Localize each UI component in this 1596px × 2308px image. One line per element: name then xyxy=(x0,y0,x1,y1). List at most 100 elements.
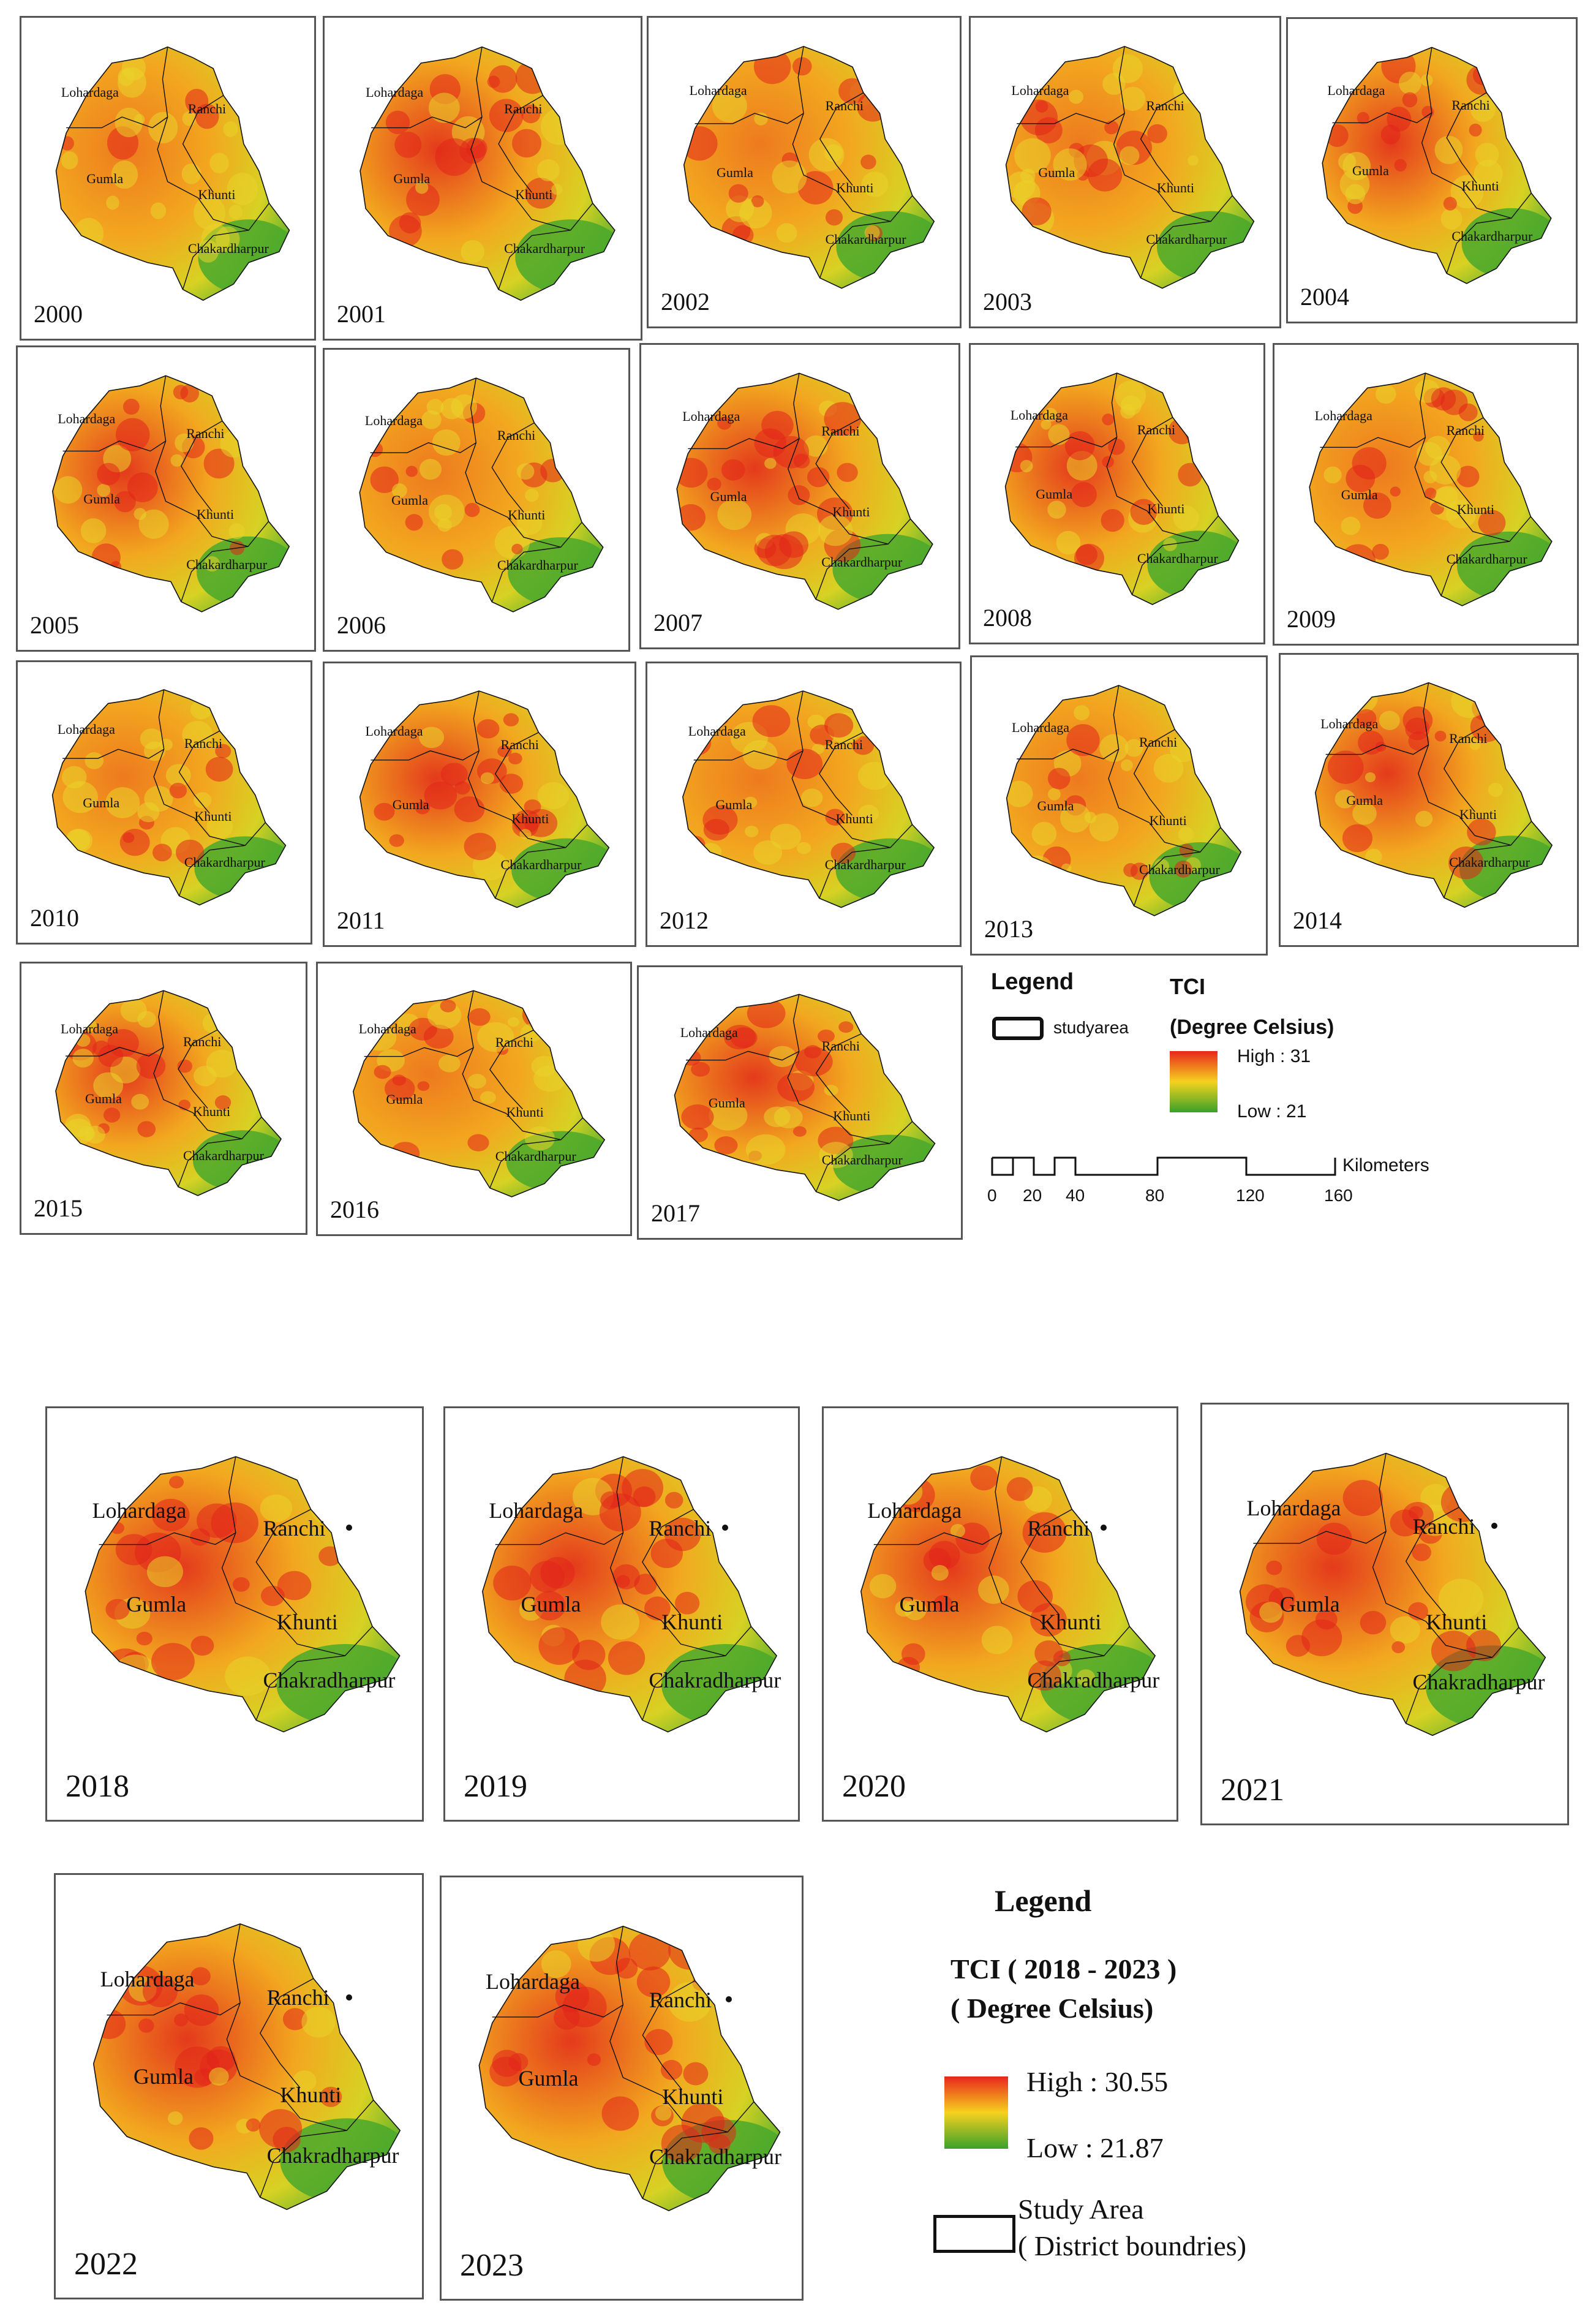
tci-bottom-high: High : 30.55 xyxy=(1026,2066,1169,2097)
district-label: Lohardaga xyxy=(1011,720,1070,735)
district-label: Chakradharpur xyxy=(649,2144,781,2170)
district-label: Lohardaga xyxy=(61,1021,119,1037)
panel-year-label: 2023 xyxy=(460,2248,524,2283)
district-label: Chakardharpur xyxy=(500,856,582,872)
district-label: Khunti xyxy=(833,1108,871,1124)
district-label: Khunti xyxy=(661,1609,723,1634)
map-panel-2021: Lohardaga Ranchi Gumla Khunti Chakradharpur 2… xyxy=(1200,1403,1569,1825)
district-label: Gumla xyxy=(1346,793,1383,808)
district-label: Gumla xyxy=(521,1592,581,1616)
district-label: Lohardaga xyxy=(689,82,747,98)
district-label: Gumla xyxy=(708,1095,745,1111)
district-label: Ranchi xyxy=(1139,734,1178,750)
tci-map xyxy=(466,1914,793,2217)
district-label: Khunti xyxy=(511,810,549,826)
map-dot-marker xyxy=(726,1996,732,2002)
district-label: Khunti xyxy=(1457,502,1495,518)
tci-map xyxy=(848,1445,1168,1738)
district-label: Lohardaga xyxy=(1246,1496,1341,1521)
scale-tick-160: 160 xyxy=(1324,1186,1353,1205)
tci-map xyxy=(663,986,946,1205)
district-label: Khunti xyxy=(836,180,874,196)
map-panel-2005: Lohardaga Ranchi Gumla Khunti Chakardharpur 2… xyxy=(16,345,316,652)
scale-tick-80: 80 xyxy=(1145,1186,1165,1205)
district-label: Ranchi xyxy=(825,97,864,113)
district-label: Gumla xyxy=(1038,165,1075,180)
district-label: Ranchi xyxy=(1027,1515,1090,1541)
map-panel-2015: Lohardaga Ranchi Gumla Khunti Chakardharpur 2… xyxy=(20,962,307,1235)
map-panel-2007: Lohardaga Ranchi Gumla Khunti Chakardharpur 2… xyxy=(639,343,960,649)
panel-year-label: 2001 xyxy=(337,300,386,328)
tci-map xyxy=(996,676,1251,921)
district-label: Ranchi xyxy=(1446,422,1485,438)
district-label: Khunti xyxy=(1426,1610,1488,1635)
district-label: Chakardharpur xyxy=(186,556,268,572)
map-panel-2002: Lohardaga Ranchi Gumla Khunti Chakardharpur 2… xyxy=(647,16,962,328)
map-panel-2009: Lohardaga Ranchi Gumla Khunti Chakardharpur 2… xyxy=(1273,343,1579,646)
district-label: Lohardaga xyxy=(489,1498,584,1523)
district-label: Lohardaga xyxy=(867,1498,962,1523)
panel-year-label: 2016 xyxy=(330,1196,379,1223)
district-label: Khunti xyxy=(515,187,553,203)
district-label: Ranchi xyxy=(495,1034,534,1050)
district-label: Ranchi xyxy=(649,1987,712,2012)
district-label: Khunti xyxy=(835,810,873,826)
study-area-bottom-swatch xyxy=(933,2215,1015,2253)
panel-year-label: 2019 xyxy=(464,1769,527,1804)
study-area-bottom-label-2: ( District boundries) xyxy=(1018,2230,1247,2261)
map-panel-2016: Lohardaga Ranchi Gumla Khunti Chakardharpur 2… xyxy=(316,962,632,1236)
district-label: Ranchi xyxy=(1137,422,1176,438)
district-label: Lohardaga xyxy=(680,1025,738,1041)
district-label: Khunti xyxy=(193,1104,231,1120)
district-label: Lohardaga xyxy=(57,722,115,737)
tci-map xyxy=(1312,37,1561,288)
district-label: Chakradharpur xyxy=(649,1668,781,1693)
district-label: Khunti xyxy=(197,506,235,522)
panel-year-label: 2000 xyxy=(34,300,83,328)
district-label: Khunti xyxy=(1147,501,1185,517)
district-label: Khunti xyxy=(506,1104,544,1120)
panel-year-label: 2003 xyxy=(983,288,1032,315)
district-label: Gumla xyxy=(1036,486,1073,502)
map-panel-2020: Lohardaga Ranchi Gumla Khunti Chakradharpur 2… xyxy=(822,1406,1178,1822)
district-label: Gumla xyxy=(86,171,124,186)
district-label: Chakardharpur xyxy=(495,1148,576,1164)
district-label: Lohardaga xyxy=(1314,407,1372,423)
map-panel-2013: Lohardaga Ranchi Gumla Khunti Chakardharpur 2… xyxy=(970,655,1268,956)
tci-map xyxy=(80,1912,413,2216)
district-label: Lohardaga xyxy=(366,85,424,100)
panel-year-label: 2002 xyxy=(661,288,710,315)
district-label: Lohardaga xyxy=(61,85,119,100)
tci-title: TCI xyxy=(1170,974,1205,999)
district-label: Lohardaga xyxy=(58,410,116,426)
district-label: Chakardharpur xyxy=(183,1147,264,1163)
tci-map xyxy=(1227,1441,1559,1741)
tci-map xyxy=(673,36,945,293)
district-label: Ranchi xyxy=(186,426,225,442)
panel-year-label: 2006 xyxy=(337,611,386,639)
tci-map xyxy=(349,368,614,617)
tci-map xyxy=(42,681,296,910)
district-label: Ranchi xyxy=(183,1034,222,1050)
scale-tick-20: 20 xyxy=(1023,1186,1042,1205)
district-label: Lohardaga xyxy=(486,1969,580,1994)
district-label: Gumla xyxy=(393,171,431,186)
district-label: Chakardharpur xyxy=(821,554,903,570)
district-label: Ranchi xyxy=(821,1038,860,1054)
district-label: Ranchi xyxy=(500,737,539,753)
district-label: Chakardharpur xyxy=(1137,550,1218,566)
map-dot-marker xyxy=(1101,1525,1107,1531)
panel-year-label: 2011 xyxy=(337,907,385,934)
panel-year-label: 2004 xyxy=(1300,283,1349,311)
scale-tick-120: 120 xyxy=(1236,1186,1265,1205)
district-label: Ranchi xyxy=(1412,1514,1475,1539)
district-label: Ranchi xyxy=(649,1515,712,1541)
tci-map xyxy=(349,682,620,912)
panel-year-label: 2007 xyxy=(653,609,702,636)
district-label: Khunti xyxy=(280,2082,342,2107)
tci-units: (Degree Celsius) xyxy=(1170,1016,1334,1039)
panel-year-label: 2013 xyxy=(984,915,1033,943)
district-label: Ranchi xyxy=(1451,97,1490,113)
district-label: Khunti xyxy=(662,2084,724,2109)
district-label: Khunti xyxy=(276,1609,338,1634)
